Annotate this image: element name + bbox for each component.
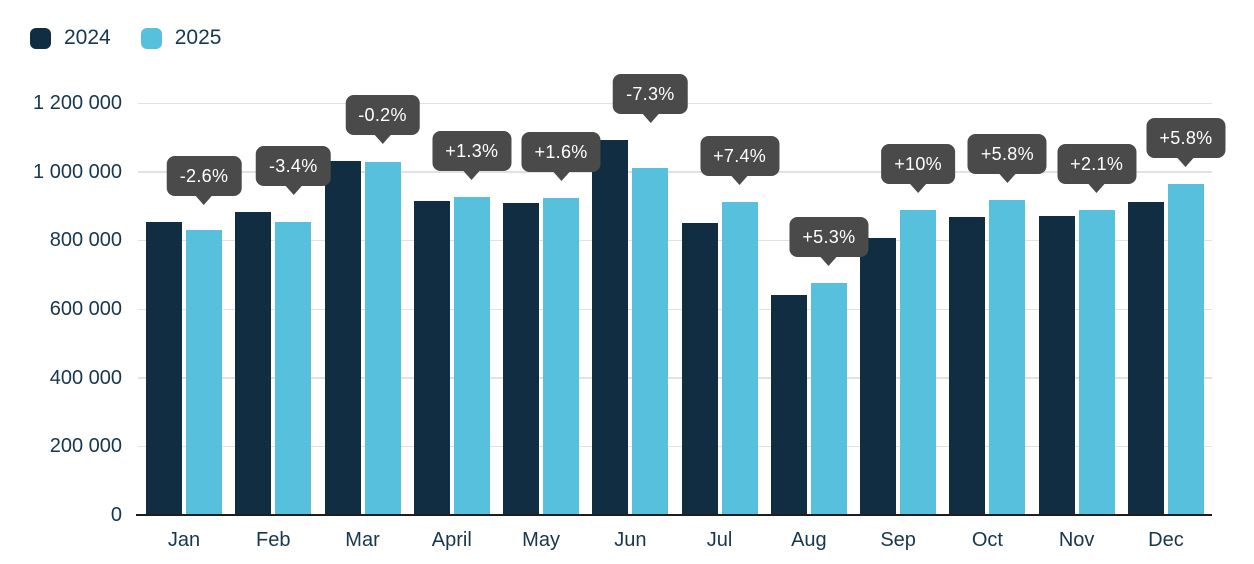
change-tooltip-label: +1.6% xyxy=(534,142,588,163)
bar-2025-may[interactable] xyxy=(543,198,580,515)
month-group-may: +1.6% May xyxy=(503,132,601,551)
y-axis-tick: 200 000 xyxy=(49,435,122,458)
bar-2024-jan[interactable] xyxy=(146,222,182,515)
bar-2024-may[interactable] xyxy=(503,203,540,515)
bar-2024-feb[interactable] xyxy=(235,212,272,515)
bar-2025-oct[interactable] xyxy=(989,200,1026,515)
month-group-dec: +5.8% Dec xyxy=(1127,118,1226,551)
month-group-oct: +5.8% Oct xyxy=(949,134,1047,551)
change-tooltip-mar: -0.2% xyxy=(345,95,420,145)
y-axis-tick: 600 000 xyxy=(49,298,122,320)
change-tooltip-oct: +5.8% xyxy=(967,134,1047,184)
y-axis-tick: 1 200 000 xyxy=(33,92,122,114)
bar-2025-nov[interactable] xyxy=(1078,210,1115,515)
month-group-jan: -2.6% Jan xyxy=(146,156,242,551)
change-tooltip-nov: +2.1% xyxy=(1057,144,1137,194)
gridline xyxy=(138,308,1212,310)
y-axis-tick: 800 000 xyxy=(49,229,122,252)
change-tooltip-sep: +10% xyxy=(881,144,955,194)
x-axis-label: Feb xyxy=(256,529,291,551)
x-axis-label: Jan xyxy=(167,529,201,551)
legend-item-2025[interactable]: 2025 xyxy=(140,26,222,50)
x-axis-baseline xyxy=(136,514,1212,516)
legend-label-2025: 2025 xyxy=(174,26,222,49)
bar-2025-jul[interactable] xyxy=(721,201,758,515)
x-axis-label: Mar xyxy=(345,529,380,551)
gridline xyxy=(138,239,1212,242)
bar-2025-mar[interactable] xyxy=(364,162,401,515)
y-axis-tick: 400 000 xyxy=(49,366,122,389)
change-tooltip-label: +10% xyxy=(894,154,942,175)
bar-2024-oct[interactable] xyxy=(949,217,986,515)
change-tooltip-label: +5.8% xyxy=(980,144,1034,165)
y-axis-tick: 0 xyxy=(110,504,122,526)
bar-2024-jul[interactable] xyxy=(681,223,718,515)
change-tooltip-label: -2.6% xyxy=(179,166,229,187)
bar-2024-aug[interactable] xyxy=(770,294,807,515)
chart-legend: 2024 2025 xyxy=(30,26,221,50)
month-group-jul: +7.4% Jul xyxy=(681,135,780,551)
gridline xyxy=(138,171,1212,173)
bar-2024-nov[interactable] xyxy=(1038,216,1075,515)
legend-swatch-2024-icon xyxy=(30,27,51,49)
month-group-aug: +5.3% Aug xyxy=(770,217,869,551)
change-tooltip-jul: +7.4% xyxy=(700,135,780,185)
month-group-april: +1.3% April xyxy=(413,131,512,551)
change-tooltip-label: +7.4% xyxy=(713,145,767,166)
bar-2024-april[interactable] xyxy=(413,201,450,515)
x-axis-label: Dec xyxy=(1148,529,1184,551)
x-axis-label: Jun xyxy=(614,529,647,551)
gridline xyxy=(138,445,1212,448)
legend-swatch-2025-icon xyxy=(140,27,162,49)
change-tooltip-jun: -7.3% xyxy=(613,74,688,124)
change-tooltip-label: -7.3% xyxy=(626,84,675,105)
y-axis-tick: 1 000 000 xyxy=(33,160,122,183)
bar-2025-jun[interactable] xyxy=(632,167,669,515)
gridline xyxy=(138,377,1212,379)
change-tooltip-label: -0.2% xyxy=(358,105,407,126)
bar-2024-mar[interactable] xyxy=(324,161,361,515)
month-group-jun: -7.3% Jun xyxy=(592,74,688,551)
x-axis-label: Jul xyxy=(706,529,733,551)
change-tooltip-may: +1.6% xyxy=(521,132,601,182)
bar-2025-feb[interactable] xyxy=(275,222,312,515)
x-axis-label: May xyxy=(522,529,560,551)
bar-2025-aug[interactable] xyxy=(810,283,847,515)
bar-2025-sep[interactable] xyxy=(900,210,937,515)
bar-2024-sep[interactable] xyxy=(860,238,897,515)
month-group-nov: +2.1% Nov xyxy=(1038,144,1137,551)
change-tooltip-feb: -3.4% xyxy=(256,146,331,196)
bar-2024-dec[interactable] xyxy=(1127,202,1164,515)
x-axis-label: April xyxy=(431,529,472,551)
change-tooltip-aug: +5.3% xyxy=(789,217,869,267)
month-group-feb: -3.4% Feb xyxy=(235,146,331,551)
change-tooltip-jan: -2.6% xyxy=(166,156,242,206)
change-tooltip-dec: +5.8% xyxy=(1146,118,1226,168)
change-tooltip-label: +5.3% xyxy=(802,227,856,248)
legend-label-2024: 2024 xyxy=(64,26,111,49)
change-tooltip-april: +1.3% xyxy=(432,131,512,181)
bar-2025-jan[interactable] xyxy=(186,229,222,515)
change-tooltip-label: -3.4% xyxy=(269,156,318,177)
x-axis-label: Aug xyxy=(791,529,827,551)
bar-2025-april[interactable] xyxy=(453,197,490,515)
change-tooltip-label: +1.3% xyxy=(445,141,499,162)
change-tooltip-label: +2.1% xyxy=(1070,154,1124,175)
bar-groups: -2.6% Jan -3.4% Feb -0.2% Mar +1.3% Apri… xyxy=(138,74,1226,551)
legend-item-2024[interactable]: 2024 xyxy=(30,26,111,50)
month-group-mar: -0.2% Mar xyxy=(324,95,420,551)
month-group-sep: +10% Sep xyxy=(860,144,955,551)
bar-2024-jun[interactable] xyxy=(592,140,629,515)
x-axis-label: Sep xyxy=(880,529,916,551)
bar-2025-dec[interactable] xyxy=(1167,184,1204,515)
change-tooltip-label: +5.8% xyxy=(1159,128,1213,149)
x-axis-label: Oct xyxy=(971,529,1003,551)
plot-area: -2.6% Jan -3.4% Feb -0.2% Mar +1.3% Apri… xyxy=(136,74,1226,551)
x-axis-label: Nov xyxy=(1058,529,1095,551)
